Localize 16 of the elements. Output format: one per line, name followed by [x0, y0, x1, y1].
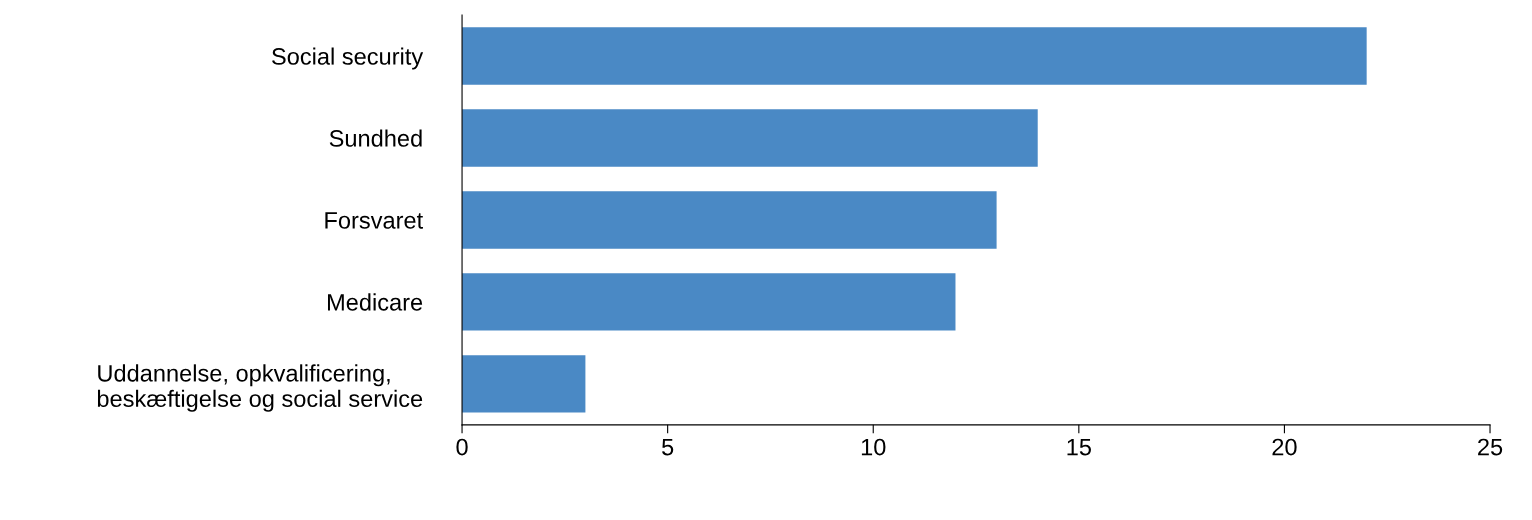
y-tick-label: Social security [272, 47, 424, 70]
bar [462, 27, 1367, 85]
x-tick-label: 0 [456, 438, 468, 456]
y-tick-label: Uddannelse, opkvalificering, beskæftigelse og social service [97, 364, 423, 412]
x-tick-label: 10 [861, 438, 886, 456]
bar [462, 273, 956, 331]
x-tick-label: 20 [1272, 438, 1297, 456]
x-tick-label: 5 [662, 438, 674, 456]
bar [462, 109, 1038, 167]
y-tick-label: Forsvaret [325, 212, 423, 229]
bar [462, 355, 586, 413]
x-tick-label: 15 [1067, 438, 1091, 456]
y-tick-label: Medicare [328, 293, 423, 311]
bar [462, 191, 997, 249]
x-tick-label: 25 [1478, 438, 1503, 456]
y-tick-label: Sundhed [329, 129, 422, 147]
